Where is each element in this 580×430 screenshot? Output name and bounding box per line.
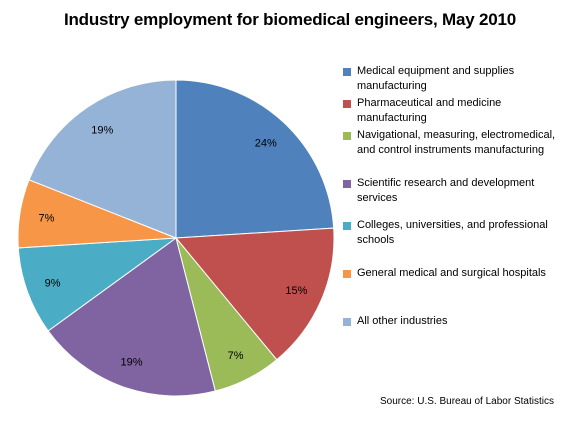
- legend-label: Scientific research and development serv…: [357, 177, 535, 204]
- legend-swatch: [343, 222, 351, 230]
- slice-data-label: 24%: [255, 137, 277, 149]
- pie-slice: [175, 79, 335, 239]
- slice-data-label: 19%: [121, 356, 143, 368]
- legend-swatch: [343, 270, 351, 278]
- slice-data-label: 19%: [91, 125, 113, 137]
- legend-label: Navigational, measuring, electromedical,…: [357, 129, 556, 156]
- legend-label: Medical equipment and supplies manufactu…: [357, 65, 515, 92]
- legend-label: All other industries: [357, 315, 448, 327]
- legend-item: Navigational, measuring, electromedical,…: [343, 128, 573, 176]
- slice-data-label: 9%: [45, 277, 61, 289]
- legend-swatch: [343, 318, 351, 326]
- pie-slice: [174, 227, 335, 361]
- legend-swatch: [343, 180, 351, 188]
- legend-swatch: [343, 100, 351, 108]
- pie-slice: [17, 237, 178, 332]
- source-note: Source: U.S. Bureau of Labor Statistics: [380, 396, 554, 407]
- pie-slice: [47, 237, 216, 397]
- slice-data-label: 7%: [228, 350, 244, 362]
- legend-label: Pharmaceutical and medicine manufacturin…: [357, 97, 502, 124]
- legend-item: Pharmaceutical and medicine manufacturin…: [343, 96, 573, 128]
- legend-swatch: [343, 132, 351, 140]
- legend-item: Colleges, universities, and professional…: [343, 218, 573, 266]
- slice-data-label: 15%: [285, 285, 307, 297]
- legend-label: Colleges, universities, and professional…: [357, 219, 548, 246]
- legend-label: General medical and surgical hospitals: [357, 267, 546, 279]
- slice-data-label: 7%: [39, 212, 55, 224]
- legend-swatch: [343, 68, 351, 76]
- legend-item: Scientific research and development serv…: [343, 176, 573, 218]
- legend-item: All other industries: [343, 314, 573, 334]
- pie-slice: [28, 79, 177, 239]
- legend-item: General medical and surgical hospitals: [343, 266, 573, 314]
- chart-title: Industry employment for biomedical engin…: [63, 10, 517, 29]
- legend: Medical equipment and supplies manufactu…: [343, 64, 573, 334]
- legend-item: Medical equipment and supplies manufactu…: [343, 64, 573, 96]
